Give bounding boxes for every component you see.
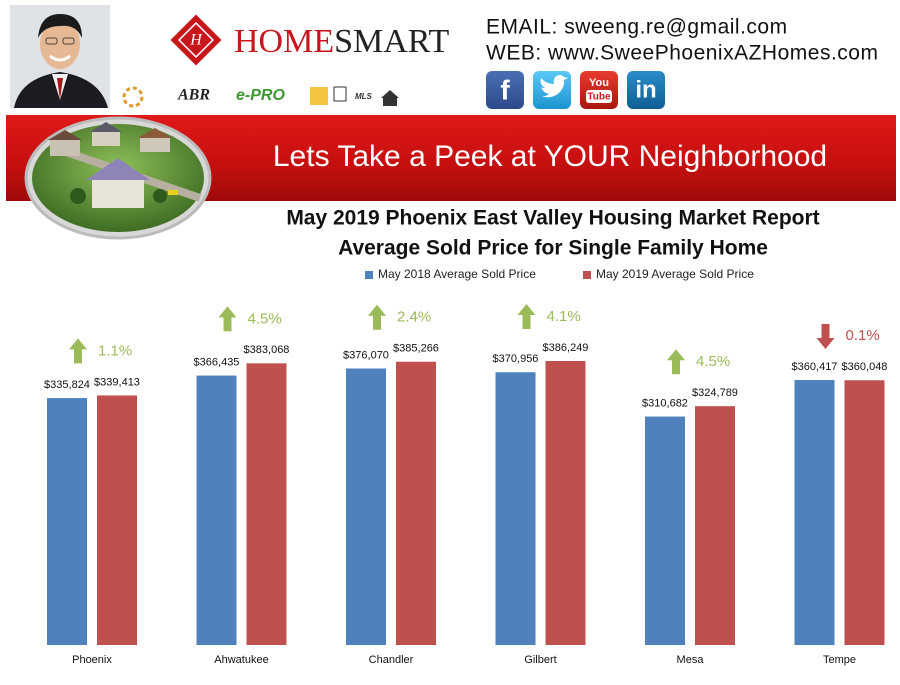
youtube-box [586, 90, 612, 103]
bar [844, 380, 885, 645]
legend-label: May 2018 Average Sold Price [378, 267, 536, 281]
legend-swatch [365, 271, 373, 279]
value-label: $383,068 [244, 344, 290, 356]
badge: ABR [177, 87, 210, 104]
legend-label: May 2019 Average Sold Price [596, 267, 754, 281]
legend-swatch [583, 271, 591, 279]
bar [645, 416, 685, 645]
brand-logo: H HOMESMART [170, 14, 449, 66]
email: EMAIL: sweeng.re@gmail.com [486, 16, 788, 39]
youtube-text: You [589, 77, 609, 89]
change-label: 1.1% [98, 342, 132, 359]
value-label: $324,789 [692, 387, 738, 399]
linkedin-letters: in [635, 76, 656, 103]
change-arrow [69, 338, 87, 364]
x-tick-label: Tempe [823, 654, 856, 666]
brand-part: SMART [334, 23, 449, 60]
change-label: 4.5% [696, 353, 730, 370]
x-tick-label: Mesa [677, 654, 705, 666]
value-label: $339,413 [94, 376, 140, 388]
svg-text:H: H [189, 32, 203, 49]
badge-icon [333, 86, 347, 102]
value-label: $376,070 [343, 349, 389, 361]
website: WEB: www.SweePhoenixAZHomes.com [486, 42, 878, 65]
value-label: $370,956 [493, 353, 539, 365]
value-label: $360,048 [842, 361, 888, 373]
value-label: $385,266 [393, 343, 439, 355]
change-arrow [368, 304, 386, 330]
social-icons: f You Tube in [486, 71, 665, 109]
change-label: 4.5% [248, 310, 282, 327]
value-label: $386,249 [543, 342, 589, 354]
chart: May 2018 Average Sold Price May 2019 Aver… [44, 267, 887, 666]
x-tick-label: Gilbert [524, 654, 556, 666]
linkedin-icon[interactable] [627, 71, 665, 109]
badges: ABR e-PRO MLS [122, 86, 399, 108]
chart-title: May 2019 Phoenix East Valley Housing Mar… [286, 207, 819, 230]
value-label: $360,417 [792, 361, 838, 373]
x-tick-label: Ahwatukee [214, 654, 268, 666]
badge-icon [381, 90, 399, 106]
value-label: $310,682 [642, 397, 688, 409]
bar [346, 368, 386, 645]
youtube-text: Tube [587, 92, 611, 103]
change-arrow [517, 304, 536, 329]
bar [695, 406, 735, 645]
bar [246, 363, 287, 645]
change-arrow [218, 306, 237, 332]
facebook-letter: f [500, 74, 510, 105]
brand-part: HOME [234, 23, 334, 60]
badge-icon [122, 86, 144, 108]
bar [97, 395, 137, 645]
x-tick-label: Phoenix [72, 654, 112, 666]
x-tick-label: Chandler [369, 654, 414, 666]
brand-name: HOMESMART [234, 23, 449, 60]
badge: e-PRO [236, 87, 285, 104]
change-label: 2.4% [397, 309, 431, 326]
banner-text: Lets Take a Peek at YOUR Neighborhood [273, 140, 827, 173]
neighborhood-image [24, 116, 212, 240]
value-label: $366,435 [194, 356, 240, 368]
change-label: 0.1% [846, 327, 880, 344]
bar [545, 361, 586, 645]
change-arrow [667, 349, 685, 375]
bar [396, 361, 436, 645]
bar [196, 375, 237, 645]
twitter-bird [540, 75, 568, 98]
change-label: 4.1% [547, 308, 581, 325]
bar [495, 372, 536, 645]
bar [47, 398, 87, 645]
facebook-icon[interactable] [486, 71, 524, 109]
badge-icon [310, 87, 328, 105]
agent-photo [10, 5, 110, 108]
badge: MLS [355, 92, 373, 101]
chart-subtitle: Average Sold Price for Single Family Hom… [338, 237, 768, 260]
value-label: $335,824 [44, 379, 90, 391]
bar [794, 379, 835, 645]
change-arrow [816, 323, 835, 349]
